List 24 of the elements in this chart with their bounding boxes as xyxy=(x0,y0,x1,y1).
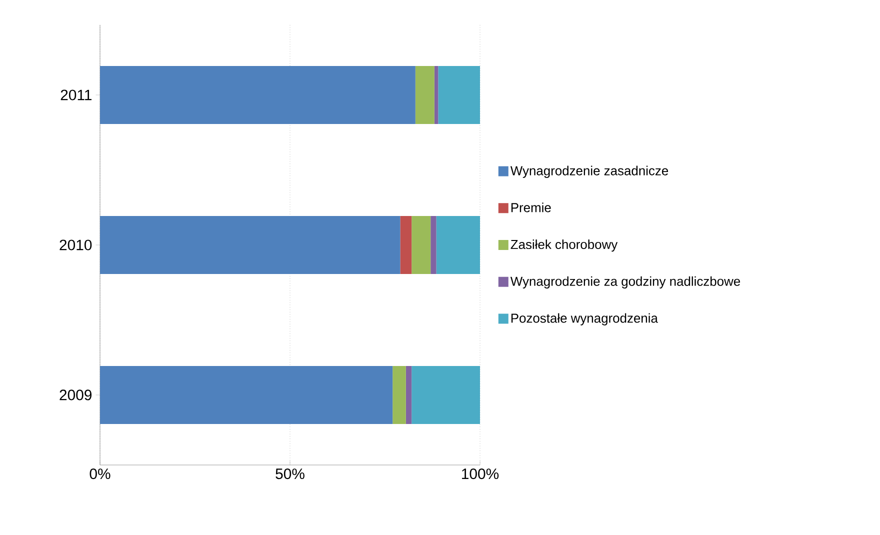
y-tick-label: 2011 xyxy=(60,90,92,100)
legend-label: Wynagrodzenie zasadnicze xyxy=(510,166,668,178)
bar xyxy=(438,66,480,124)
bar xyxy=(436,216,480,274)
y-tick-label: 2009 xyxy=(60,390,92,400)
bar xyxy=(406,366,412,424)
legend-label: Zasiłek chorobowy xyxy=(510,240,618,252)
bar xyxy=(100,366,393,424)
x-tick-label: 100% xyxy=(462,468,499,480)
legend-label: Premie xyxy=(511,202,551,212)
bar xyxy=(412,216,431,274)
legend-label: Pozostałe wynagrodzenia xyxy=(511,313,658,326)
x-tick-label: 50% xyxy=(276,468,304,480)
bar xyxy=(415,66,434,124)
bar xyxy=(412,366,480,424)
x-tick-label: 0% xyxy=(90,468,110,480)
bar xyxy=(392,366,406,424)
bar xyxy=(400,216,412,274)
bar xyxy=(100,216,400,274)
bar xyxy=(430,216,436,274)
legend-label: Wynagrodzenie za godziny nadliczbowe xyxy=(510,276,740,288)
bar xyxy=(100,66,416,124)
y-tick-label: 2010 xyxy=(60,240,92,250)
bar xyxy=(434,66,438,124)
